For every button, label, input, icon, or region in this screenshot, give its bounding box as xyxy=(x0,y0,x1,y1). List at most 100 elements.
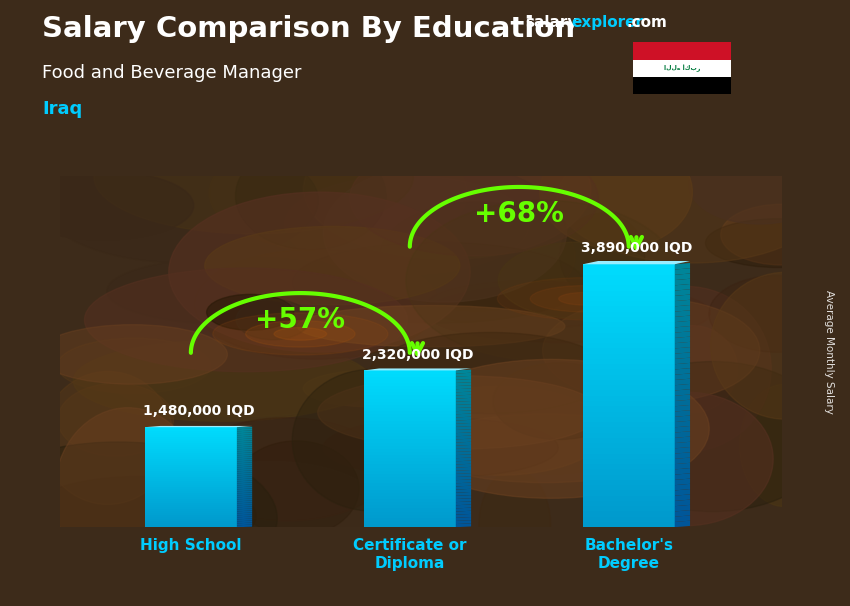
Ellipse shape xyxy=(393,386,606,475)
Ellipse shape xyxy=(542,298,760,403)
Bar xyxy=(583,453,675,459)
Polygon shape xyxy=(144,426,252,427)
Ellipse shape xyxy=(246,321,355,347)
Polygon shape xyxy=(237,525,252,527)
Ellipse shape xyxy=(12,171,194,240)
Polygon shape xyxy=(456,391,471,396)
Ellipse shape xyxy=(235,142,386,250)
Bar xyxy=(364,455,456,458)
Bar xyxy=(583,438,675,443)
Polygon shape xyxy=(456,439,471,442)
Bar xyxy=(144,487,237,489)
Bar xyxy=(144,483,237,485)
Polygon shape xyxy=(675,379,690,385)
Polygon shape xyxy=(456,451,471,455)
Polygon shape xyxy=(456,445,471,449)
Polygon shape xyxy=(237,465,252,467)
Bar xyxy=(144,473,237,475)
Polygon shape xyxy=(456,458,471,461)
Polygon shape xyxy=(237,428,252,431)
Ellipse shape xyxy=(94,120,413,234)
Bar xyxy=(583,506,675,511)
Bar xyxy=(583,270,675,275)
Bar xyxy=(583,275,675,280)
Ellipse shape xyxy=(689,146,830,224)
Polygon shape xyxy=(675,521,690,527)
Bar xyxy=(583,417,675,422)
Bar xyxy=(364,418,456,421)
Polygon shape xyxy=(675,473,690,480)
Bar xyxy=(364,464,456,468)
Polygon shape xyxy=(456,417,471,421)
Bar xyxy=(144,481,237,483)
Bar xyxy=(583,390,675,396)
Polygon shape xyxy=(675,363,690,370)
Ellipse shape xyxy=(234,441,359,536)
Bar xyxy=(583,396,675,401)
Bar xyxy=(364,487,456,490)
Polygon shape xyxy=(675,368,690,375)
Polygon shape xyxy=(237,521,252,523)
Polygon shape xyxy=(456,436,471,439)
Polygon shape xyxy=(456,501,471,505)
Polygon shape xyxy=(456,385,471,389)
Polygon shape xyxy=(456,454,471,458)
Polygon shape xyxy=(237,439,252,441)
Ellipse shape xyxy=(107,257,372,325)
Bar xyxy=(364,524,456,527)
Ellipse shape xyxy=(73,341,371,421)
Polygon shape xyxy=(456,404,471,408)
Text: .com: .com xyxy=(626,15,667,30)
Ellipse shape xyxy=(349,141,598,256)
Bar xyxy=(364,383,456,386)
Polygon shape xyxy=(675,326,690,333)
Bar xyxy=(364,458,456,461)
Polygon shape xyxy=(237,488,252,491)
Bar xyxy=(144,461,237,463)
Bar xyxy=(583,348,675,354)
Bar xyxy=(144,427,237,429)
Bar xyxy=(144,459,237,461)
Polygon shape xyxy=(237,454,252,457)
Polygon shape xyxy=(675,447,690,454)
Text: Average Monthly Salary: Average Monthly Salary xyxy=(824,290,834,413)
Polygon shape xyxy=(675,484,690,490)
Bar xyxy=(144,521,237,523)
Polygon shape xyxy=(237,491,252,493)
Bar xyxy=(583,311,675,317)
Polygon shape xyxy=(237,467,252,469)
Polygon shape xyxy=(237,513,252,515)
Polygon shape xyxy=(456,420,471,424)
Bar xyxy=(144,463,237,465)
Polygon shape xyxy=(675,295,690,301)
Bar xyxy=(583,380,675,385)
Polygon shape xyxy=(456,379,471,383)
Bar xyxy=(144,443,237,445)
Bar xyxy=(144,489,237,491)
Bar xyxy=(364,392,456,396)
Polygon shape xyxy=(237,503,252,505)
Bar xyxy=(583,317,675,322)
Text: 1,480,000 IQD: 1,480,000 IQD xyxy=(143,404,254,418)
Polygon shape xyxy=(237,453,252,455)
Polygon shape xyxy=(237,497,252,499)
Bar xyxy=(583,285,675,291)
Ellipse shape xyxy=(558,293,611,305)
Bar xyxy=(583,327,675,333)
Bar xyxy=(144,449,237,451)
Polygon shape xyxy=(675,347,690,354)
Bar xyxy=(144,441,237,443)
Bar xyxy=(364,389,456,392)
Bar xyxy=(144,453,237,455)
Text: Salary Comparison By Education: Salary Comparison By Education xyxy=(42,15,575,43)
Bar xyxy=(364,468,456,471)
Ellipse shape xyxy=(709,276,847,352)
Bar xyxy=(364,518,456,521)
Polygon shape xyxy=(456,492,471,496)
Bar xyxy=(144,499,237,501)
Ellipse shape xyxy=(497,278,672,320)
Bar xyxy=(633,42,731,59)
Bar xyxy=(144,479,237,481)
Bar xyxy=(364,493,456,496)
Bar xyxy=(364,471,456,474)
